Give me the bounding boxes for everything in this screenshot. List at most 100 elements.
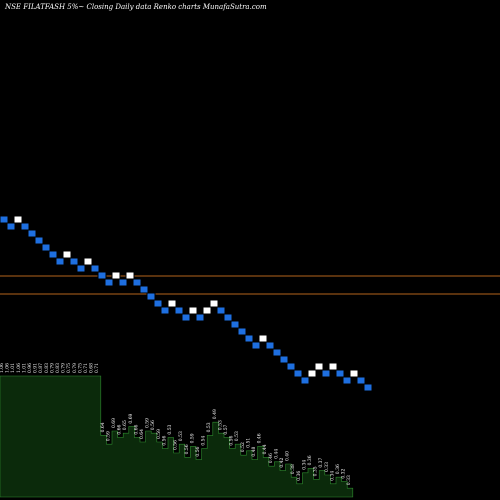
reference-lines (0, 275, 500, 295)
up-brick (202, 306, 212, 315)
price-label: 0.87 (38, 363, 44, 373)
price-label: 0.56 (161, 435, 167, 445)
price-label: 0.59 (156, 429, 162, 439)
up-brick (111, 271, 121, 280)
down-brick (356, 376, 366, 385)
down-brick (160, 306, 170, 315)
price-label: 0.64 (139, 429, 145, 439)
up-brick (258, 334, 268, 343)
price-label: 0.65 (122, 420, 128, 430)
down-brick (181, 313, 191, 322)
price-label: 0.49 (212, 409, 218, 419)
price-label: 0.53 (206, 422, 212, 432)
up-brick (188, 306, 198, 315)
price-label: 0.36 (335, 464, 341, 474)
price-label: 0.79 (72, 363, 78, 373)
down-brick (300, 376, 310, 385)
down-brick (0, 215, 9, 224)
price-label: 0.44 (273, 449, 279, 459)
price-label: 0.36 (307, 455, 313, 465)
price-label: 0.79 (61, 363, 67, 373)
chart-title: NSE FILATFASH 5%~ Closing Daily data Ren… (4, 3, 267, 11)
down-brick (27, 229, 37, 238)
price-label: 1.01 (21, 363, 27, 373)
down-brick (90, 264, 100, 273)
down-brick (48, 250, 58, 259)
up-brick (209, 299, 219, 308)
down-brick (237, 327, 247, 336)
price-label: 0.53 (217, 420, 223, 430)
price-label: 0.79 (49, 363, 55, 373)
price-label: 0.59 (189, 433, 195, 443)
price-label: 0.56 (229, 435, 235, 445)
price-label: 0.53 (234, 431, 240, 441)
price-label: 0.32 (341, 468, 347, 478)
price-label: 0.69 (111, 418, 117, 428)
price-label: 1.06 (16, 363, 22, 373)
price-label: 0.46 (257, 433, 263, 443)
down-brick (146, 292, 156, 301)
price-label: 0.34 (329, 471, 335, 481)
down-brick (76, 264, 86, 273)
price-label: 0.53 (178, 431, 184, 441)
down-brick (97, 271, 107, 280)
down-brick (55, 257, 65, 266)
price-label: 0.75 (66, 363, 72, 373)
price-label: 0.83 (55, 363, 61, 373)
price-label: 1.06 (0, 363, 5, 373)
price-label: 0.38 (290, 464, 296, 474)
down-brick (251, 341, 261, 350)
price-label: 0.56 (184, 444, 190, 454)
price-label: 0.52 (240, 442, 246, 452)
down-brick (6, 222, 16, 231)
down-brick (104, 278, 114, 287)
price-label: 0.48 (251, 446, 257, 456)
up-brick (328, 362, 338, 371)
down-brick (293, 369, 303, 378)
price-label: 0.71 (83, 363, 89, 373)
volume-area (0, 375, 354, 498)
renko-bricks (0, 215, 373, 392)
down-brick (230, 320, 240, 329)
down-brick (216, 306, 226, 315)
price-label: 0.42 (279, 457, 285, 467)
down-brick (335, 369, 345, 378)
volume-polygon (0, 375, 354, 498)
price-label: 0.36 (296, 471, 302, 481)
price-label: 0.33 (324, 462, 330, 472)
up-brick (349, 369, 359, 378)
price-label: 1.01 (10, 363, 16, 373)
down-brick (265, 341, 275, 350)
down-brick (342, 376, 352, 385)
down-brick (174, 306, 184, 315)
price-label: 0.37 (318, 457, 324, 467)
down-brick (244, 334, 254, 343)
price-label: 0.51 (245, 438, 251, 448)
down-brick (41, 243, 51, 252)
down-brick (69, 257, 79, 266)
price-label: 0.59 (145, 418, 151, 428)
price-label: 0.56 (150, 420, 156, 430)
down-brick (34, 236, 44, 245)
price-label: 0.59 (105, 431, 111, 441)
up-brick (307, 369, 317, 378)
down-brick (20, 222, 30, 231)
price-label: 0.68 (89, 363, 95, 373)
price-label: 0.34 (301, 460, 307, 470)
price-label: 0.33 (346, 475, 352, 485)
down-brick (132, 278, 142, 287)
price-label: 0.91 (33, 363, 39, 373)
price-label: 0.83 (44, 363, 50, 373)
down-brick (139, 285, 149, 294)
down-brick (118, 278, 128, 287)
price-label: 0.66 (117, 424, 123, 434)
up-brick (125, 271, 135, 280)
price-label: 0.56 (195, 446, 201, 456)
price-label: 0.71 (94, 363, 100, 373)
up-brick (167, 299, 177, 308)
price-label: 0.46 (268, 453, 274, 463)
down-brick (286, 362, 296, 371)
down-brick (195, 313, 205, 322)
up-brick (13, 215, 23, 224)
